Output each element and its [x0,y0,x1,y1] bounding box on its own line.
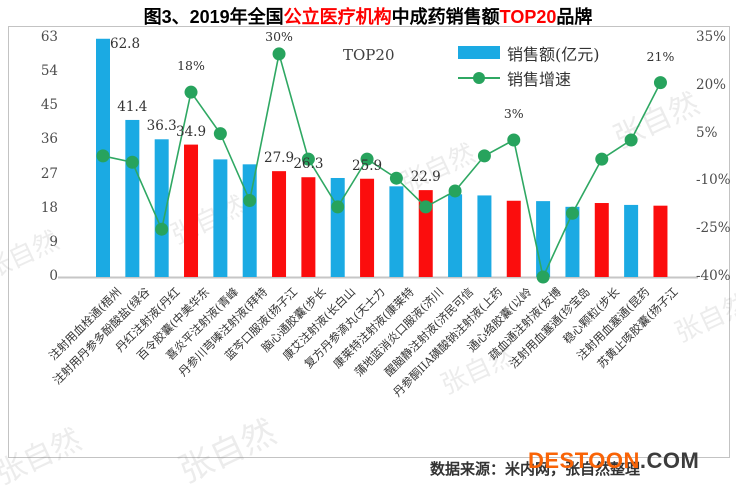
title-part: 中成药销售额 [391,7,500,27]
title-part: 图3、2019年全国 [143,7,284,27]
legend-item-sales: 销售额(亿元) [458,40,600,65]
destoon-logo: DESTOON.COM [528,448,699,474]
data-source: 数据来源：米内网，张自然整理 [430,460,641,478]
legend-item-growth: 销售增速 [458,65,600,90]
series-annotation: TOP20 [343,46,395,64]
plot-panel [8,26,730,458]
logo-text-dark: .COM [639,448,700,473]
chart-title: 图3、2019年全国公立医疗机构中成药销售额TOP20品牌 [0,3,736,29]
bar-series-swatch [458,46,500,59]
legend-label-growth: 销售增速 [507,69,572,89]
line-series-swatch [458,71,500,84]
title-part-highlight: 公立医疗机构 [283,7,392,27]
line-marker-icon [473,71,485,84]
title-part: 品牌 [556,7,593,27]
title-part-highlight: TOP20 [499,7,557,27]
logo-text-orange: DESTOON [528,448,640,473]
legend-label-sales: 销售额(亿元) [507,44,600,64]
legend: 销售额(亿元) 销售增速 [458,40,600,90]
